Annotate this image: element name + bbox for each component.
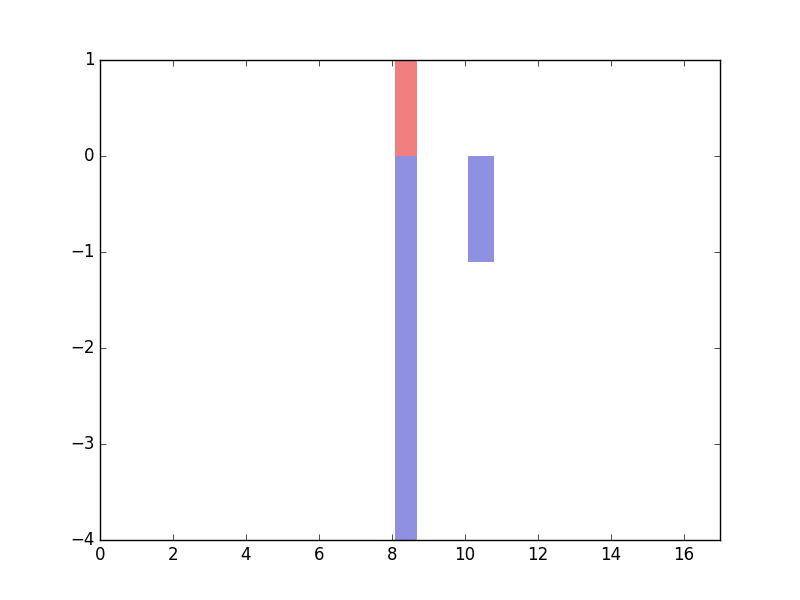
Bar bbox=[395, 156, 418, 540]
Bar bbox=[468, 156, 494, 262]
Bar bbox=[395, 60, 418, 156]
